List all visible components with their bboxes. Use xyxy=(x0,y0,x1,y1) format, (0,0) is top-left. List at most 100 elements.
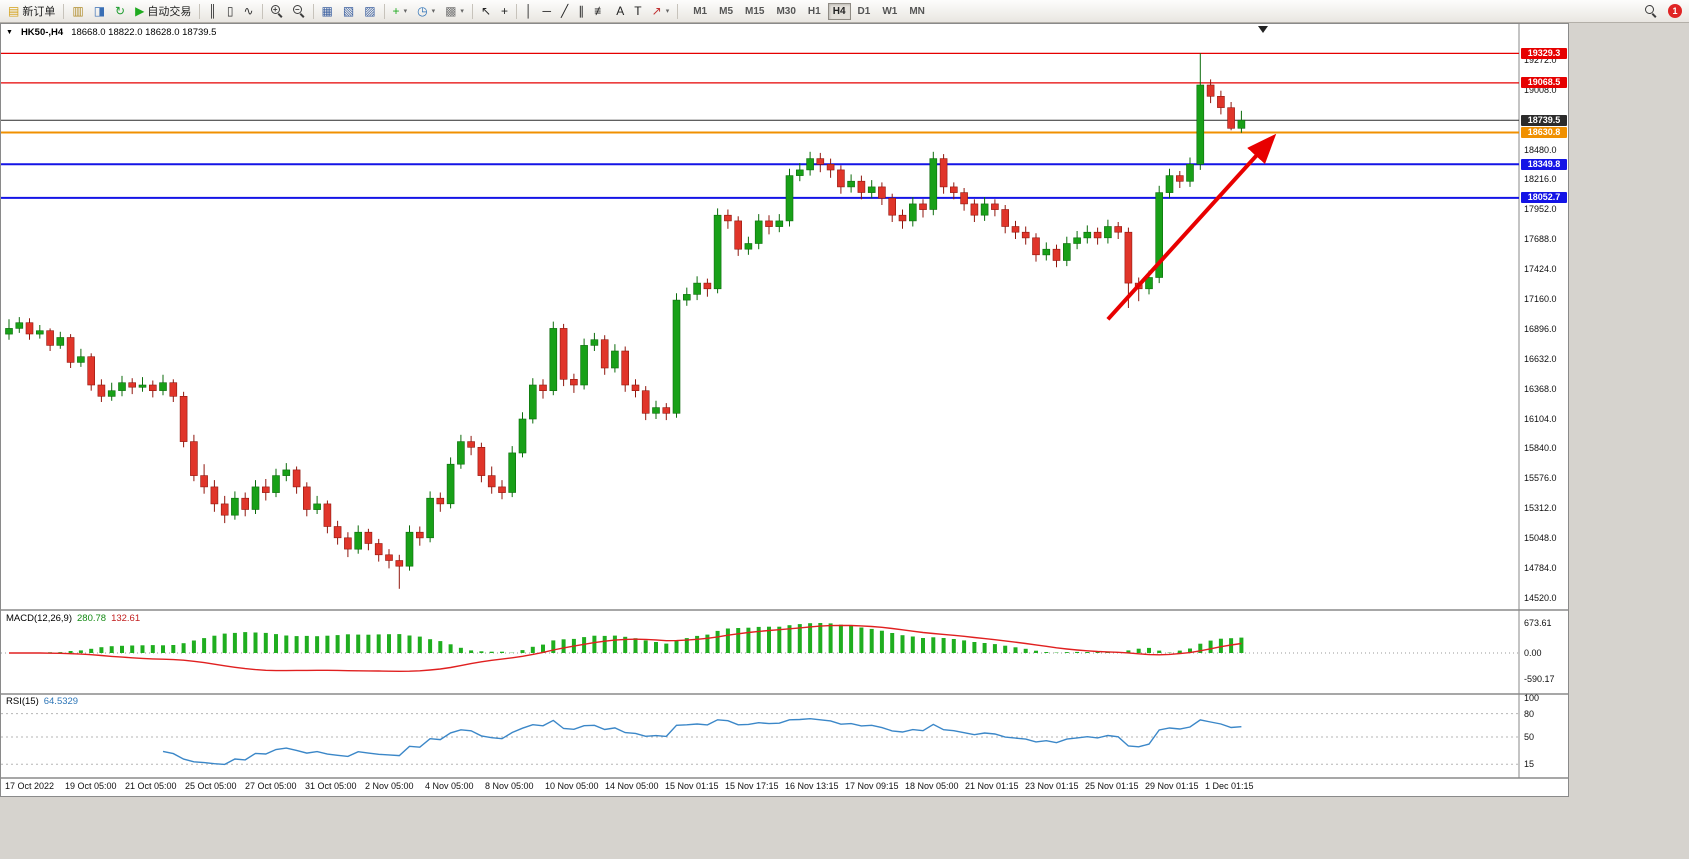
line-chart-button[interactable]: ∿ xyxy=(239,2,257,21)
vertical-line-button[interactable]: │ xyxy=(521,2,537,21)
rsi-indicator-label: RSI(15) 64.5329 xyxy=(6,696,78,707)
time-axis-label: 10 Nov 05:00 xyxy=(545,781,599,791)
toolbar-separator xyxy=(312,3,314,19)
indicators-plus-icon: + xyxy=(392,4,400,18)
time-axis-label: 19 Oct 05:00 xyxy=(65,781,117,791)
timeframe-m5[interactable]: M5 xyxy=(714,3,738,20)
time-axis-label: 25 Nov 01:15 xyxy=(1085,781,1139,791)
price-badge: 18630.8 xyxy=(1521,126,1567,138)
price-axis-label: 17424.0 xyxy=(1524,264,1557,275)
zoom-in-button[interactable]: + xyxy=(267,2,287,21)
price-axis-label: 15048.0 xyxy=(1524,533,1557,544)
price-axis-label: 19008.0 xyxy=(1524,84,1557,95)
rsi-name: RSI(15) xyxy=(6,696,39,707)
rsi-axis-label: 50 xyxy=(1524,732,1535,742)
trendline-icon: ╱ xyxy=(561,4,569,18)
templates-button[interactable]: ▩ ▾ xyxy=(441,2,468,21)
vertical-line-icon: │ xyxy=(525,4,533,18)
macd-signal-value: 132.61 xyxy=(111,613,141,624)
channel-button[interactable]: ∥ xyxy=(574,2,588,21)
zoom-in-icon: + xyxy=(270,5,283,17)
zoom-out-button[interactable]: − xyxy=(289,2,309,21)
text-label-button[interactable]: T xyxy=(630,2,645,21)
horizontal-line-icon: ─ xyxy=(542,4,552,18)
periods-button[interactable]: ◷ ▾ xyxy=(413,2,439,21)
periods-clock-icon: ◷ xyxy=(417,4,428,18)
chart-shift-marker-icon[interactable] xyxy=(1258,26,1268,33)
chart-canvas[interactable] xyxy=(1,24,1568,796)
price-badge: 19329.3 xyxy=(1521,47,1567,59)
arrange-windows-button[interactable]: ▨ xyxy=(360,2,379,21)
bar-chart-icon: ║ xyxy=(208,4,217,18)
search-button[interactable] xyxy=(1641,2,1661,21)
chart-window-icon: ▥ xyxy=(72,4,84,18)
rsi-line xyxy=(162,717,1242,766)
chart-window[interactable]: ▼ HK50-,H4 18668.0 18822.0 18628.0 18739… xyxy=(0,23,1569,797)
autotrading-play-icon: ▶ xyxy=(135,4,145,18)
search-icon xyxy=(1645,5,1657,17)
arrange-windows-icon: ▨ xyxy=(364,4,376,18)
cascade-windows-icon: ▧ xyxy=(342,4,355,18)
timeframe-h4[interactable]: H4 xyxy=(827,2,851,20)
caret-down-icon: ▾ xyxy=(460,8,464,15)
cascade-windows-button[interactable]: ▧ xyxy=(339,2,358,21)
charts-bar-button[interactable]: ▥ xyxy=(68,2,87,21)
channel-icon: ∥ xyxy=(578,4,585,18)
macd-name: MACD(12,26,9) xyxy=(6,613,72,624)
templates-icon: ▩ xyxy=(445,4,457,18)
timeframe-m15[interactable]: M15 xyxy=(740,3,769,20)
price-badge: 18052.7 xyxy=(1521,192,1567,204)
zoom-out-icon: − xyxy=(292,5,305,17)
toolbar-separator xyxy=(677,3,679,19)
time-axis-label: 27 Oct 05:00 xyxy=(245,781,297,791)
time-axis-label: 21 Oct 05:00 xyxy=(125,781,177,791)
timeframe-m1[interactable]: M1 xyxy=(688,3,712,20)
time-axis-label: 2 Nov 05:00 xyxy=(365,781,414,791)
timeframe-m30[interactable]: M30 xyxy=(771,3,800,20)
new-order-button[interactable]: ▤ 新订单 xyxy=(4,2,59,21)
new-order-icon: ▤ xyxy=(8,4,20,18)
timeframe-w1[interactable]: W1 xyxy=(877,3,902,20)
toolbar: ▤ 新订单 ▥ ◨ ↻ ▶ 自动交易 ║ ▯ ∿ + − ▦ ▧ ▨ + ▾ ◷ ▾ ▩ ▾ ↖ + │ ─ ╱ ∥ ≢ A T ↗ ▾ M1… xyxy=(0,0,1689,23)
caret-down-icon: ▾ xyxy=(665,8,670,15)
panel-dividers[interactable] xyxy=(1,609,1568,779)
caret-down-icon: ▾ xyxy=(431,8,436,15)
time-axis-label: 8 Nov 05:00 xyxy=(485,781,534,791)
candlestick-icon: ▯ xyxy=(226,4,234,18)
timeframe-h1[interactable]: H1 xyxy=(803,3,826,20)
tile-windows-button[interactable]: ▦ xyxy=(318,2,337,21)
notification-badge[interactable]: 1 xyxy=(1668,4,1682,18)
fibonacci-button[interactable]: ≢ xyxy=(590,2,610,21)
macd-axis-label: 673.61 xyxy=(1524,618,1552,628)
bar-chart-button[interactable]: ║ xyxy=(204,2,221,21)
text-icon: A xyxy=(616,4,625,18)
trendline-button[interactable]: ╱ xyxy=(557,2,572,21)
price-axis-label: 16896.0 xyxy=(1524,323,1557,334)
price-axis-label: 15312.0 xyxy=(1524,503,1557,514)
time-axis-label: 25 Oct 05:00 xyxy=(185,781,237,791)
horizontal-line-button[interactable]: ─ xyxy=(539,2,556,21)
candlestick-button[interactable]: ▯ xyxy=(223,2,238,21)
rsi-axis-label: 15 xyxy=(1524,759,1535,770)
price-axis-label: 15576.0 xyxy=(1524,473,1557,484)
time-axis-label: 4 Nov 05:00 xyxy=(425,781,474,791)
crosshair-button[interactable]: + xyxy=(497,2,512,21)
autotrading-button[interactable]: ▶ 自动交易 xyxy=(131,2,195,21)
time-axis-label: 15 Nov 01:15 xyxy=(665,781,719,791)
price-axis-label: 15840.0 xyxy=(1524,443,1557,454)
trend-arrow-annotation[interactable] xyxy=(1106,133,1277,321)
timeframe-d1[interactable]: D1 xyxy=(853,3,876,20)
profiles-button[interactable]: ◨ xyxy=(90,2,109,21)
crosshair-icon: + xyxy=(501,4,509,18)
timeframe-mn[interactable]: MN xyxy=(904,3,930,20)
price-axis-label: 14784.0 xyxy=(1524,562,1557,573)
arrows-button[interactable]: ↗ ▾ xyxy=(648,2,674,21)
refresh-button[interactable]: ↻ xyxy=(111,2,129,21)
new-order-button-label: 新订单 xyxy=(22,6,56,18)
time-axis-label: 18 Nov 05:00 xyxy=(905,781,959,791)
time-axis-label: 29 Nov 01:15 xyxy=(1145,781,1199,791)
text-button[interactable]: A xyxy=(612,2,628,21)
profiles-icon: ◨ xyxy=(93,4,106,18)
indicators-button[interactable]: + ▾ xyxy=(389,2,412,21)
cursor-button[interactable]: ↖ xyxy=(477,2,495,21)
